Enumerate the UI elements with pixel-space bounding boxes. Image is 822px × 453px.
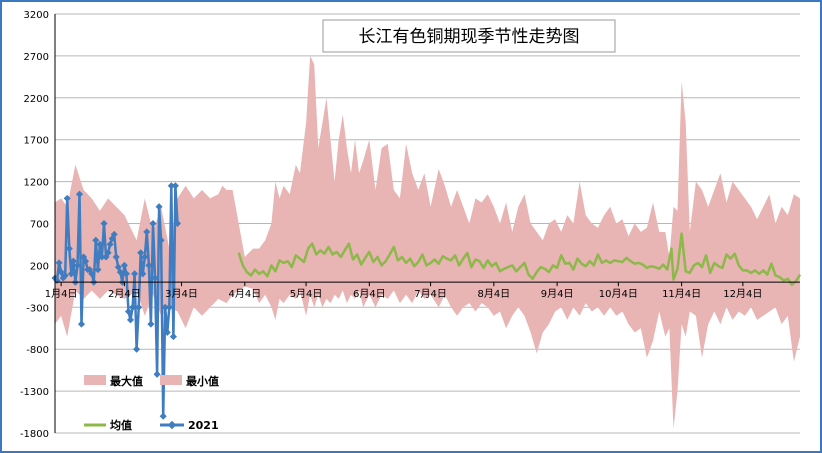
series-2021-point — [135, 303, 143, 311]
legend-label-mean: 均值 — [110, 418, 132, 432]
x-tick-label: 7月4日 — [414, 288, 447, 300]
legend-label-min: 最小值 — [186, 374, 219, 388]
legend-label-max: 最大值 — [110, 374, 143, 388]
series-mean-line — [237, 232, 802, 286]
y-tick-label: -300 — [26, 303, 49, 314]
legend-item-2021: 2021 — [160, 419, 219, 432]
series-2021-point — [116, 268, 124, 276]
series-2021-point — [169, 333, 177, 341]
x-tick-label: 12月4日 — [723, 288, 762, 300]
series-2021-point — [73, 261, 82, 269]
series-2021-point — [65, 245, 73, 253]
y-tick-label: 1200 — [24, 178, 49, 189]
x-tick-label: 8月4日 — [477, 288, 510, 300]
series-2021-point — [96, 240, 104, 248]
x-tick-label: 2月4日 — [108, 288, 141, 300]
series-2021-point — [92, 236, 100, 244]
y-tick-label: 3200 — [24, 10, 49, 21]
y-tick-label: -1800 — [20, 429, 49, 440]
series-2021-point — [63, 194, 71, 202]
series-2021-point — [151, 274, 159, 282]
y-tick-label: 1700 — [24, 136, 49, 147]
series-2021-point — [112, 253, 120, 261]
chart-title-box: 长江有色铜期现季节性走势图 — [322, 19, 616, 53]
legend-marker-2021 — [167, 420, 177, 430]
series-2021-point — [106, 240, 114, 248]
legend-item-mean: 均值 — [84, 418, 132, 432]
series-2021-point — [143, 228, 151, 236]
series-2021-point — [159, 412, 167, 420]
series-2021-point — [131, 270, 139, 278]
series-2021-point — [88, 270, 96, 278]
series-2021-point — [69, 257, 77, 265]
legend-item-min: 最小值 — [160, 374, 219, 388]
legend-swatch-max — [84, 375, 106, 385]
series-2021-point — [94, 266, 102, 274]
y-tick-label: -800 — [26, 345, 49, 356]
series-2021-point — [161, 303, 169, 311]
series-2021-point — [155, 203, 163, 211]
series-2021-point — [82, 257, 90, 265]
series-2021-point — [167, 182, 175, 190]
series-2021-point — [129, 303, 137, 311]
series-2021-point — [173, 219, 182, 228]
band-layer — [55, 55, 800, 429]
series-2021-point — [110, 230, 118, 238]
series-2021-point — [165, 303, 173, 311]
series-2021-point — [126, 316, 135, 324]
series-2021-point — [139, 270, 147, 278]
legend-swatch-min — [160, 375, 182, 385]
legend-item-max: 最大值 — [84, 374, 143, 388]
axis-layer: 1月4日 2月4日 3月4日 4月4日 5月4日 6月4日 7月4日 8月4日 9月4日 10月4… — [45, 14, 800, 433]
series-2021-point — [171, 182, 179, 190]
series-2021-point — [100, 219, 108, 228]
series-2021-point — [153, 370, 161, 378]
y-tick-label: 2700 — [24, 52, 49, 63]
series-2021-point — [104, 249, 112, 257]
y-tick-label: -1300 — [20, 387, 49, 398]
series-2021-point — [124, 307, 133, 316]
x-tick-label: 9月4日 — [541, 288, 574, 300]
x-tick-label: 4月4日 — [228, 288, 261, 300]
x-tick-label: 10月4日 — [599, 288, 638, 300]
chart-title: 长江有色铜期现季节性走势图 — [359, 27, 580, 47]
legend-label-2021: 2021 — [188, 419, 219, 432]
series-2021-point — [61, 271, 69, 280]
series-2021-point — [122, 270, 130, 278]
x-tick-label: 5月4日 — [290, 288, 323, 300]
x-tick-label: 3月4日 — [165, 288, 198, 300]
series-2021-point — [149, 219, 157, 228]
x-tick-label: 6月4日 — [353, 288, 386, 300]
series-2021-point — [145, 261, 153, 269]
series-2021-point — [133, 345, 141, 353]
series-2021-point — [137, 249, 145, 257]
series-2021-point — [75, 190, 84, 198]
series-2021-point — [163, 328, 171, 336]
x-tick-label: 1月4日 — [45, 288, 78, 300]
legend: 最大值 最小值 均值 2021 — [84, 374, 219, 432]
y-tick-label: 200 — [30, 261, 49, 272]
series-2021-point — [67, 270, 75, 278]
series-2021-point — [147, 320, 155, 328]
series-2021-point — [55, 259, 63, 267]
y-tick-label: 700 — [30, 220, 49, 231]
series-2021-point — [98, 253, 106, 261]
series-2021-point — [157, 236, 165, 244]
series-2021-point — [77, 320, 86, 328]
series-2021-point — [120, 261, 128, 269]
y-tick-label: 2200 — [24, 94, 49, 105]
max-min-band — [55, 55, 800, 429]
series-2021-point — [57, 268, 65, 276]
series-2021-point — [141, 253, 149, 261]
x-tick-label: 11月4日 — [662, 288, 701, 300]
